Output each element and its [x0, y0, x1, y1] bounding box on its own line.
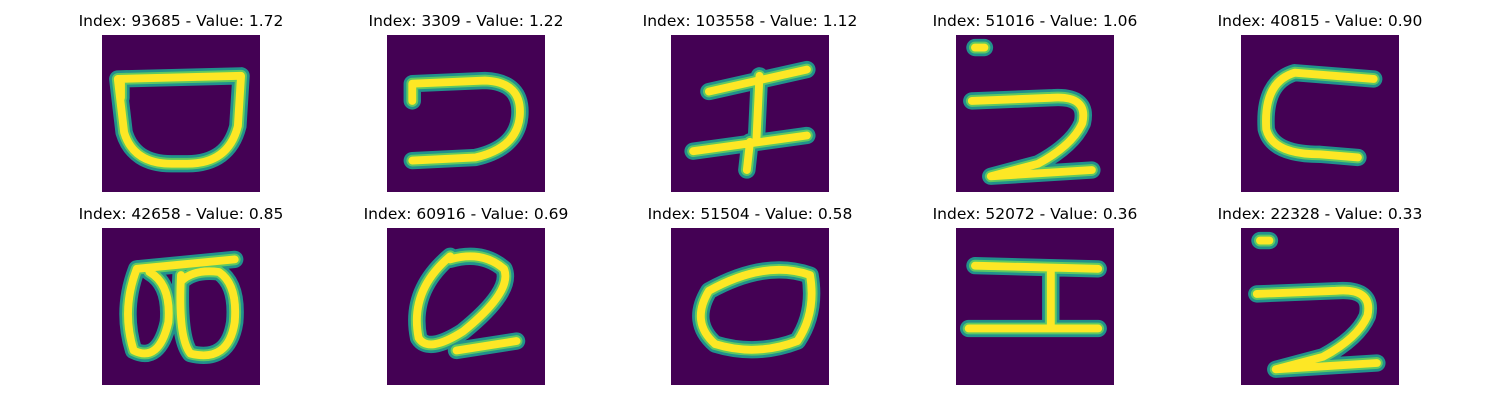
grid-panel: Index: 40815 - Value: 0.90 [1190, 11, 1450, 192]
grid-panel: Index: 22328 - Value: 0.33 [1190, 204, 1450, 385]
handwritten-glyph-image [671, 228, 829, 385]
glyph-stroke [412, 252, 521, 355]
grid-panel: Index: 103558 - Value: 1.12 [620, 11, 880, 192]
glyph-stroke [113, 71, 245, 168]
panel-title: Index: 60916 - Value: 0.69 [363, 205, 569, 223]
glyph-svg [408, 247, 526, 360]
glyph-stroke [689, 65, 811, 174]
grid-panel: Index: 3309 - Value: 1.22 [336, 11, 596, 192]
handwritten-glyph-image [387, 35, 545, 192]
grid-panel: Index: 51016 - Value: 1.06 [905, 11, 1165, 192]
handwritten-glyph-image [387, 228, 545, 385]
glyph-svg [403, 71, 529, 170]
glyph-stroke [696, 265, 816, 354]
handwritten-glyph-image [1241, 228, 1399, 385]
grid-panel: Index: 93685 - Value: 1.72 [51, 11, 311, 192]
glyph-svg [1248, 231, 1386, 378]
panel-title: Index: 51016 - Value: 1.06 [932, 12, 1138, 30]
grid-panel: Index: 60916 - Value: 0.69 [336, 204, 596, 385]
glyph-edge [963, 38, 1101, 185]
panel-title: Index: 3309 - Value: 1.22 [368, 12, 564, 30]
panel-title: Index: 103558 - Value: 1.12 [642, 12, 858, 30]
glyph-stroke [967, 43, 1096, 181]
glyph-edge [959, 257, 1107, 338]
glyph-edge [1248, 231, 1386, 378]
grid-panel: Index: 51504 - Value: 0.58 [620, 204, 880, 385]
grid-panel: Index: 42658 - Value: 0.85 [51, 204, 311, 385]
glyph-svg [959, 257, 1107, 338]
panel-title: Index: 40815 - Value: 0.90 [1217, 12, 1423, 30]
glyph-stroke [408, 76, 524, 165]
glyph-svg [119, 250, 244, 364]
panel-title: Index: 22328 - Value: 0.33 [1217, 205, 1423, 223]
handwritten-glyph-image [102, 35, 260, 192]
panel-title: Index: 93685 - Value: 1.72 [78, 12, 284, 30]
glyph-stroke [124, 255, 240, 360]
panel-title: Index: 52072 - Value: 0.36 [932, 205, 1138, 223]
handwritten-glyph-image [102, 228, 260, 385]
glyph-svg [109, 67, 250, 173]
panel-title: Index: 42658 - Value: 0.85 [78, 205, 284, 223]
glyph-svg [684, 60, 816, 179]
grid-panel: Index: 52072 - Value: 0.36 [905, 204, 1165, 385]
handwritten-glyph-image [956, 35, 1114, 192]
handwritten-glyph-image [671, 35, 829, 192]
handwritten-glyph-image [1241, 35, 1399, 192]
glyph-svg [692, 261, 821, 359]
glyph-svg [1257, 64, 1383, 167]
handwritten-glyph-image [956, 228, 1114, 385]
glyph-svg [963, 38, 1101, 185]
glyph-stroke [1252, 236, 1381, 374]
glyph-stroke [964, 261, 1103, 333]
glyph-stroke [1262, 68, 1378, 162]
panel-title: Index: 51504 - Value: 0.58 [647, 205, 853, 223]
